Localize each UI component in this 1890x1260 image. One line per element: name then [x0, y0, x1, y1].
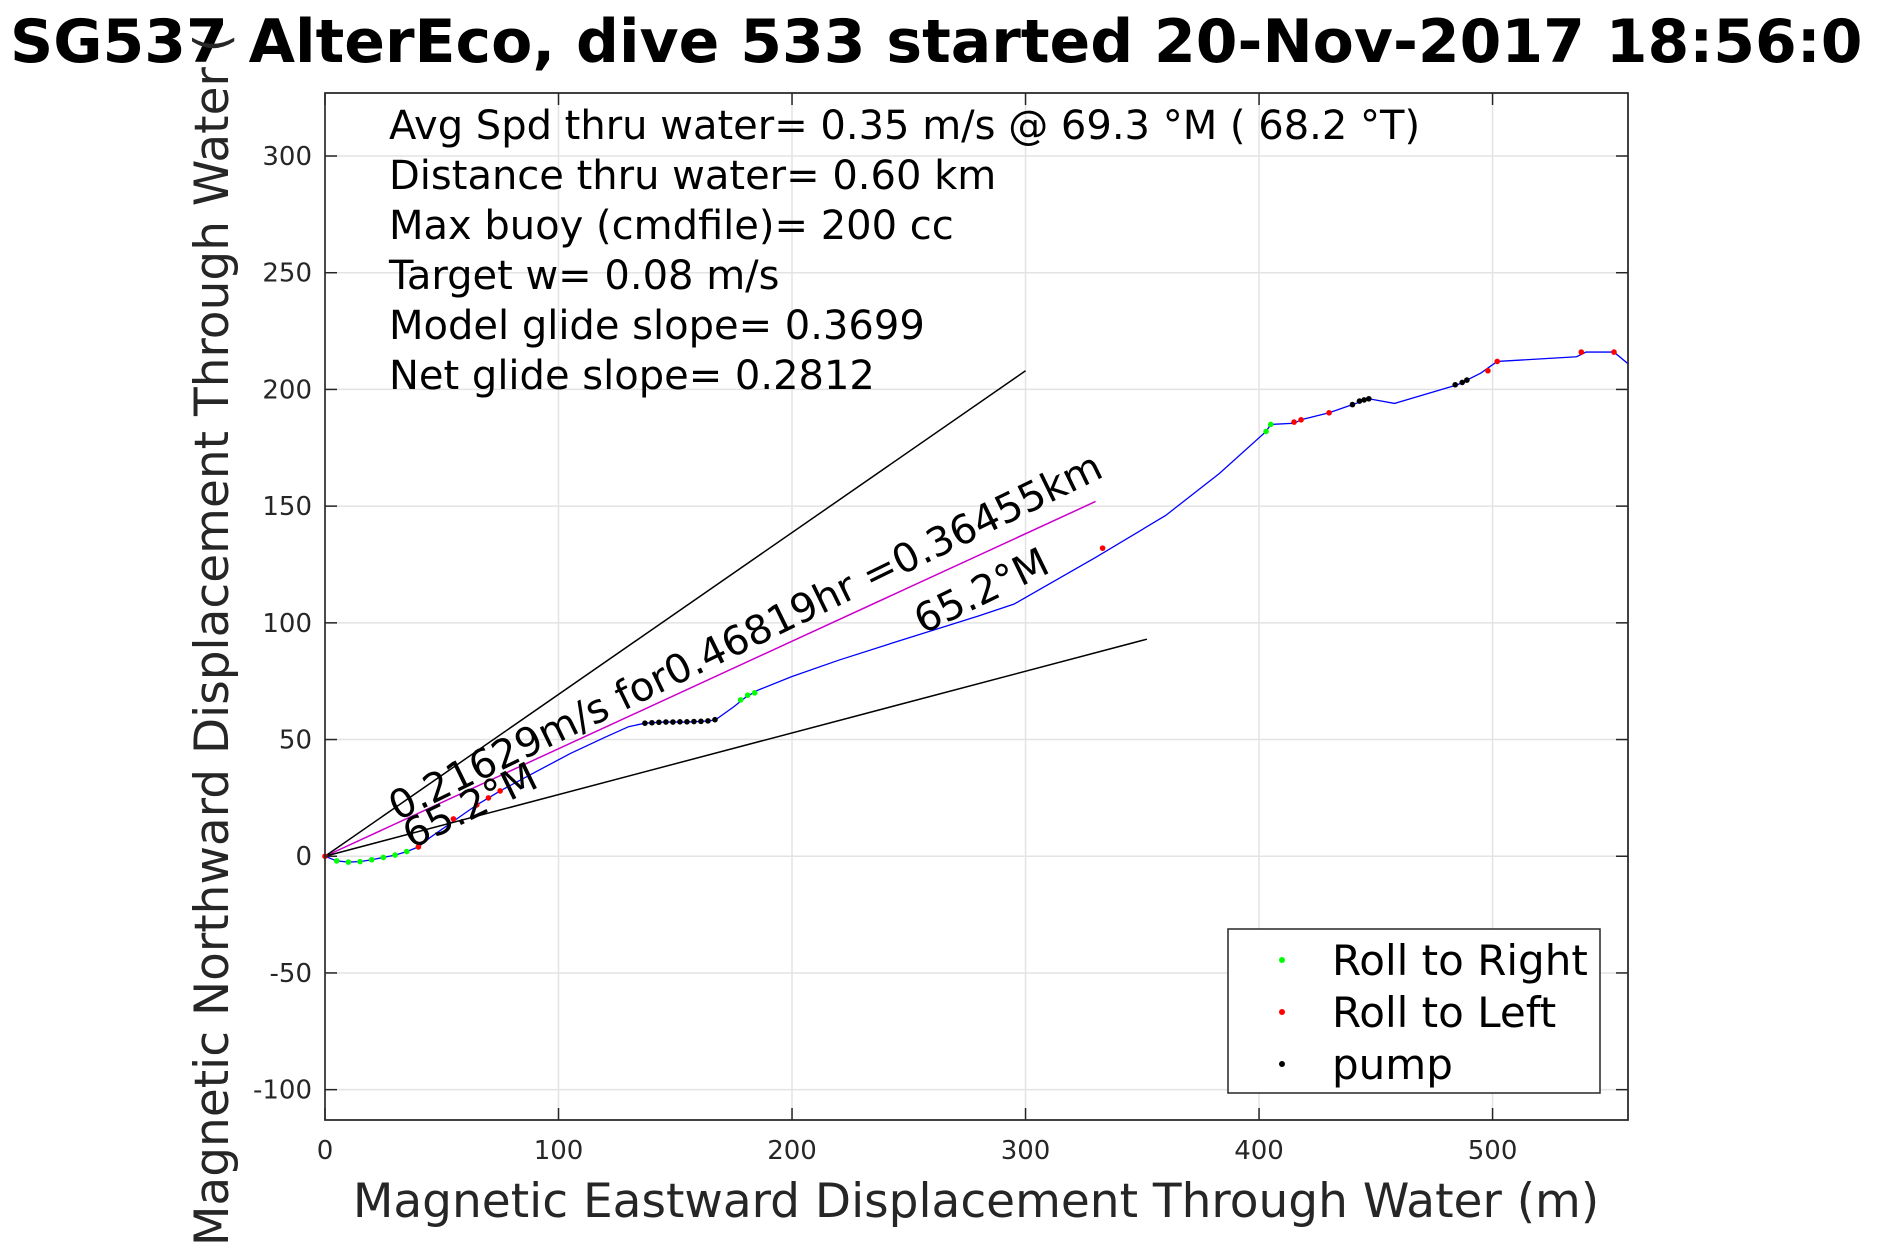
x-tick-label: 100 [534, 1136, 584, 1166]
y-axis-label: Magnetic Northward Displacement Through … [185, 34, 240, 1246]
x-tick-label: 500 [1468, 1136, 1518, 1166]
data-point-pump [712, 716, 718, 723]
legend-marker [1279, 1061, 1285, 1067]
data-point-roll-to-left [485, 795, 492, 801]
y-tick-label: 0 [295, 842, 312, 872]
glide-envelope-upper-line [324, 370, 1026, 857]
data-point-pump [656, 719, 662, 726]
data-point-roll-to-left [1326, 409, 1332, 416]
data-point-roll-to-left [1494, 358, 1501, 365]
data-point-pump [705, 718, 711, 724]
summary-line: Avg Spd thru water= 0.35 m/s @ 69.3 °M (… [389, 103, 1420, 149]
data-point-roll-to-left [415, 844, 422, 850]
average-heading-line-line [324, 500, 1096, 857]
data-point-pump [1349, 401, 1356, 408]
legend-marker [1279, 957, 1285, 963]
data-point-pump [1464, 377, 1470, 383]
y-tick-label: 200 [262, 375, 312, 405]
summary-line: Target w= 0.08 m/s [388, 253, 779, 299]
glide-envelope-lower-line [324, 638, 1148, 857]
legend-label: Roll to Left [1332, 988, 1556, 1037]
summary-line: Model glide slope= 0.3699 [389, 303, 925, 349]
data-point-roll-to-right [744, 692, 751, 698]
data-point-pump [663, 719, 669, 725]
dive-summary-text: Avg Spd thru water= 0.35 m/s @ 69.3 °M (… [388, 103, 1420, 399]
y-tick-label: 250 [262, 259, 312, 289]
data-point-roll-to-right [380, 854, 387, 861]
y-gridlines [325, 155, 1628, 1091]
data-point-pump [1366, 395, 1372, 402]
x-axis-ticks: 0 100 200 300 400 500 [317, 93, 1518, 1166]
data-point-pump [677, 719, 683, 725]
data-point-pump [1452, 381, 1459, 388]
x-tick-label: 300 [1001, 1136, 1051, 1166]
data-point-roll-to-right [403, 848, 410, 855]
x-tick-label: 0 [317, 1136, 334, 1166]
data-point-roll-to-right [1263, 428, 1269, 435]
data-point-pump [698, 718, 704, 725]
legend-box [1227, 928, 1601, 1094]
series-lines [324, 351, 1629, 863]
series-markers [322, 349, 1617, 865]
data-point-roll-to-left [1291, 419, 1297, 425]
data-point-pump [670, 719, 676, 725]
data-point-roll-to-right [392, 852, 398, 858]
data-point-roll-to-right [751, 690, 758, 696]
summary-line: Net glide slope= 0.2812 [389, 353, 875, 399]
data-point-pump [691, 718, 697, 725]
data-point-pump [684, 719, 690, 725]
plot-border [324, 92, 1629, 1121]
data-point-pump [642, 720, 648, 727]
data-point-roll-to-right [357, 858, 363, 865]
y-axis-ticks: -100 -50 0 50 100 150 200 250 300 [253, 142, 1628, 1106]
data-point-roll-to-left [497, 788, 503, 794]
y-tick-label: 150 [262, 492, 312, 522]
data-point-roll-to-right [737, 697, 744, 703]
x-tick-label: 400 [1234, 1136, 1284, 1166]
data-point-pump [1459, 379, 1466, 386]
x-tick-label: 200 [767, 1136, 817, 1166]
data-point-roll-to-left [1578, 349, 1585, 355]
y-tick-label: -50 [270, 959, 312, 989]
data-point-roll-to-left [450, 816, 457, 822]
data-point-pump [649, 719, 655, 726]
y-tick-label: -100 [253, 1076, 312, 1106]
legend-label: Roll to Right [1332, 936, 1588, 985]
data-point-roll-to-right [1267, 421, 1274, 428]
data-point-roll-to-left [1298, 416, 1304, 423]
y-tick-label: 50 [279, 726, 312, 756]
data-point-roll-to-right [333, 858, 340, 864]
data-point-roll-to-left [1099, 545, 1106, 551]
data-point-pump [1356, 398, 1363, 404]
data-point-roll-to-right [345, 859, 352, 865]
data-point-pump [1361, 397, 1367, 403]
y-tick-label: 300 [262, 142, 312, 172]
legend-label: pump [1332, 1040, 1453, 1089]
data-point-roll-to-left [473, 802, 480, 808]
data-point-roll-to-right [368, 856, 375, 863]
legend-marker [1279, 1009, 1285, 1015]
x-axis-label: Magnetic Eastward Displacement Through W… [353, 1174, 1599, 1229]
data-point-roll-to-left [1485, 367, 1491, 374]
summary-line: Distance thru water= 0.60 km [389, 153, 996, 199]
data-point-roll-to-left [1611, 349, 1617, 355]
chart-title: SG537 AlterEco, dive 533 started 20-Nov-… [10, 7, 1863, 77]
summary-line: Max buoy (cmdfile)= 200 cc [389, 203, 954, 249]
y-tick-label: 100 [262, 609, 312, 639]
